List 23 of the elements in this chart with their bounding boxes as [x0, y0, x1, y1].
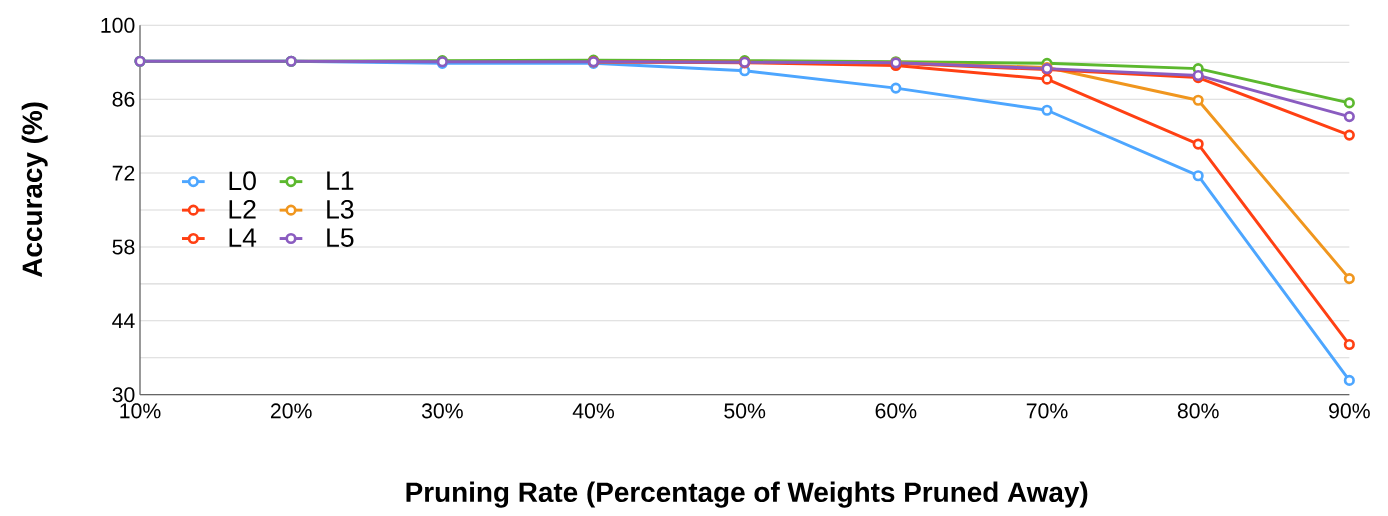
x-tick-label: 70% — [1026, 403, 1068, 419]
legend-label: L4 — [229, 228, 257, 247]
x-tick-label: 10% — [120, 403, 161, 419]
y-tick-label: 86 — [112, 91, 135, 107]
y-tick-label: 58 — [112, 239, 135, 255]
y-tick-label: 30 — [112, 387, 135, 403]
x-tick-label: 30% — [421, 403, 463, 419]
legend-label: L3 — [327, 199, 354, 219]
x-tick-label: 80% — [1177, 403, 1219, 419]
x-tick-label: 60% — [875, 403, 917, 419]
x-tick-label: 90% — [1329, 403, 1370, 419]
y-axis-title: Accuracy (%) — [21, 102, 48, 278]
x-tick-label: 40% — [572, 403, 615, 419]
legend-label: L5 — [327, 228, 354, 247]
legend-label: L0 — [229, 171, 256, 191]
x-axis-title: Pruning Rate (Percentage of Weights Pruned Away) — [406, 481, 1088, 508]
legend-label: L1 — [327, 171, 354, 190]
legend-label: L2 — [229, 199, 256, 219]
y-tick-label: 100 — [101, 17, 135, 33]
y-tick-label: 44 — [112, 313, 135, 329]
x-tick-label: 20% — [270, 403, 312, 419]
y-tick-label: 72 — [112, 165, 135, 181]
x-tick-label: 50% — [724, 403, 766, 419]
